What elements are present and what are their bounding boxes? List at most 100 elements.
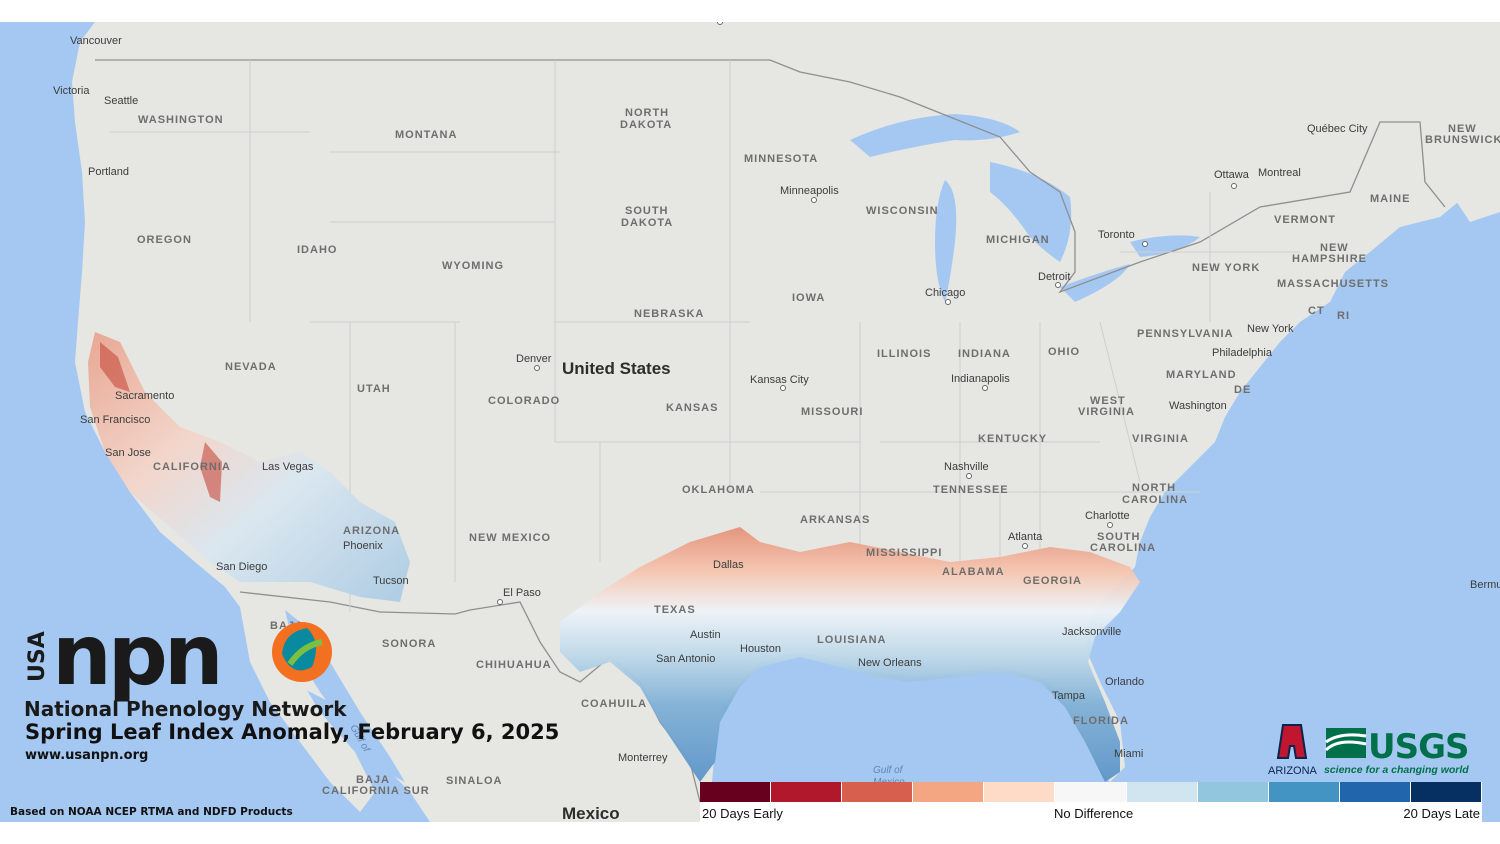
npn-logo-usa: USA	[25, 631, 50, 682]
city-label-minneapolis: Minneapolis	[780, 185, 839, 197]
state-label-west-virginia: WEST	[1090, 395, 1126, 407]
canada-east	[1430, 22, 1500, 222]
map-title: Spring Leaf Index Anomaly, February 6, 2…	[25, 720, 560, 744]
state-label-vermont: VERMONT	[1274, 214, 1336, 226]
city-label-san-francisco: San Francisco	[80, 414, 150, 426]
state-label-new-hampshire: NEW	[1320, 242, 1349, 254]
city-label-portland: Portland	[88, 166, 129, 178]
state-label-oregon: OREGON	[137, 234, 192, 246]
city-label-tucson: Tucson	[373, 575, 409, 587]
city-label-quebec: Québec City	[1307, 123, 1368, 135]
state-label-utah: UTAH	[357, 383, 391, 395]
state-label-north-dakota: NORTH	[625, 107, 669, 119]
state-label-north-carolina: NORTH	[1132, 482, 1176, 494]
state-label-texas: TEXAS	[654, 604, 696, 616]
city-label-san-diego: San Diego	[216, 561, 267, 573]
state-label-pennsylvania: PENNSYLVANIA	[1137, 328, 1234, 340]
color-legend: 20 Days Early No Difference 20 Days Late	[700, 782, 1483, 822]
country-label-united-states: United States	[562, 359, 671, 378]
state-labels: WASHINGTON MONTANA NORTH DAKOTA MINNESOT…	[137, 107, 1500, 797]
data-source-note: Based on NOAA NCEP RTMA and NDFD Product…	[10, 806, 293, 818]
city-label-toronto: Toronto	[1098, 229, 1135, 241]
state-label-new-brunswick: NEW	[1448, 123, 1477, 135]
legend-swatch-1	[771, 782, 843, 802]
state-label-arkansas: ARKANSAS	[800, 514, 870, 526]
city-label-san-jose: San Jose	[105, 447, 151, 459]
legend-color-bar	[700, 782, 1483, 802]
city-label-detroit: Detroit	[1038, 271, 1070, 283]
state-label-illinois: ILLINOIS	[877, 348, 931, 360]
state-label-maryland: MARYLAND	[1166, 369, 1237, 381]
state-label-ri: RI	[1337, 310, 1350, 322]
city-label-victoria: Victoria	[53, 85, 90, 97]
city-label-new-york: New York	[1247, 323, 1294, 335]
city-label-san-antonio: San Antonio	[656, 653, 715, 665]
city-labels: Vancouver Victoria Seattle Portland Minn…	[53, 35, 1500, 764]
anomaly-map: WASHINGTON MONTANA NORTH DAKOTA MINNESOT…	[0, 22, 1500, 822]
state-label-michigan: MICHIGAN	[986, 234, 1050, 246]
state-label-alabama: ALABAMA	[942, 566, 1005, 578]
npn-logo: USA npn National Phenology Network	[22, 606, 352, 727]
state-label-arizona: ARIZONA	[343, 525, 400, 537]
state-label-virginia: VIRGINIA	[1132, 433, 1189, 445]
state-label-tennessee: TENNESSEE	[933, 484, 1009, 496]
legend-swatch-4	[984, 782, 1056, 802]
city-label-orlando: Orlando	[1105, 676, 1144, 688]
arizona-label: ARIZONA	[1268, 765, 1318, 777]
legend-label-no-difference: No Difference	[1054, 806, 1134, 821]
state-label-baja-california-sur-2: CALIFORNIA SUR	[322, 785, 430, 797]
city-label-miami: Miami	[1114, 748, 1143, 760]
state-label-west-virginia-2: VIRGINIA	[1078, 406, 1135, 418]
anomaly-south-band	[560, 527, 1140, 782]
state-label-south-dakota-2: DAKOTA	[621, 217, 673, 229]
state-label-washington: WASHINGTON	[138, 114, 224, 126]
partner-logos: ARIZONA USGS science for a changing worl…	[1268, 720, 1483, 785]
state-label-new-brunswick-2: BRUNSWICK	[1425, 134, 1500, 146]
state-label-massachusetts: MASSACHUSETTS	[1277, 278, 1389, 290]
city-label-washington: Washington	[1169, 400, 1227, 412]
city-label-seattle: Seattle	[104, 95, 138, 107]
legend-swatch-9	[1339, 782, 1411, 802]
city-label-charlotte: Charlotte	[1085, 510, 1130, 522]
state-label-new-hampshire-2: HAMPSHIRE	[1292, 253, 1367, 265]
state-label-chihuahua: CHIHUAHUA	[476, 659, 552, 671]
city-label-phoenix: Phoenix	[343, 540, 383, 552]
city-label-new-orleans: New Orleans	[858, 657, 922, 669]
state-label-de: DE	[1234, 384, 1251, 396]
city-label-nashville: Nashville	[944, 461, 989, 473]
state-label-south-carolina-2: CAROLINA	[1090, 542, 1156, 554]
state-label-louisiana: LOUISIANA	[817, 634, 887, 646]
city-label-sacramento: Sacramento	[115, 390, 174, 402]
legend-swatch-8	[1268, 782, 1340, 802]
website-link[interactable]: www.usanpn.org	[25, 748, 149, 763]
city-label-dallas: Dallas	[713, 559, 744, 571]
npn-logo-graphic: USA npn National Phenology Network	[24, 606, 347, 721]
state-label-sinaloa: SINALOA	[446, 775, 503, 787]
state-label-nevada: NEVADA	[225, 361, 277, 373]
legend-swatch-6	[1126, 782, 1198, 802]
state-label-idaho: IDAHO	[297, 244, 337, 256]
legend-swatch-0	[700, 782, 772, 802]
state-label-kentucky: KENTUCKY	[978, 433, 1047, 445]
state-label-minnesota: MINNESOTA	[744, 153, 818, 165]
legend-label-early: 20 Days Early	[702, 806, 783, 821]
state-label-florida: FLORIDA	[1073, 715, 1129, 727]
legend-swatch-5	[1055, 782, 1127, 802]
state-label-california: CALIFORNIA	[153, 461, 231, 473]
university-arizona-logo: ARIZONA	[1268, 724, 1318, 777]
state-label-baja-california-sur: BAJA	[356, 774, 390, 786]
state-label-south-carolina: SOUTH	[1097, 531, 1141, 543]
state-label-iowa: IOWA	[792, 292, 825, 304]
city-label-austin: Austin	[690, 629, 721, 641]
anomaly-west-dark	[100, 342, 222, 502]
city-dots	[497, 22, 1237, 605]
city-label-ottawa: Ottawa	[1214, 169, 1250, 181]
city-label-denver: Denver	[516, 353, 552, 365]
legend-swatch-2	[842, 782, 914, 802]
city-label-jacksonville: Jacksonville	[1062, 626, 1121, 638]
legend-swatch-3	[913, 782, 985, 802]
state-label-new-mexico: NEW MEXICO	[469, 532, 551, 544]
npn-logo-letters: npn	[52, 612, 220, 704]
state-lines	[110, 60, 1300, 612]
state-label-wyoming: WYOMING	[442, 260, 504, 272]
